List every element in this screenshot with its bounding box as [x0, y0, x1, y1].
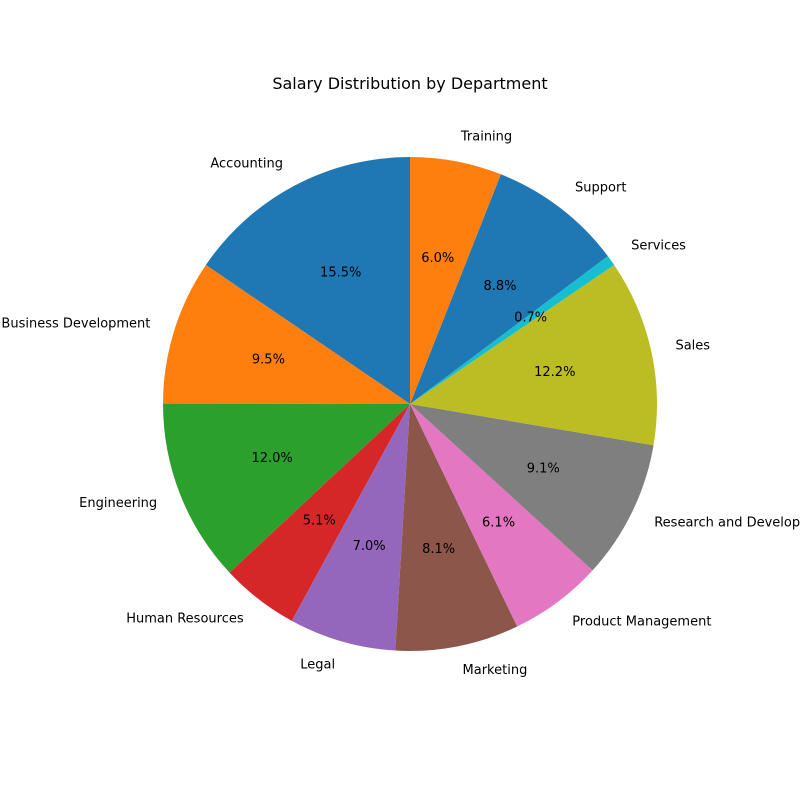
pct-label-marketing: 8.1%: [422, 542, 455, 557]
pct-label-legal: 7.0%: [353, 539, 386, 554]
pie-slice-support: [410, 174, 608, 404]
pie-slices: [163, 157, 658, 651]
pie-slice-legal: [291, 404, 410, 651]
pie-slice-services: [410, 256, 615, 404]
pie-slice-training: [410, 157, 501, 404]
slice-label-research-and-development: Research and Development: [654, 516, 800, 531]
slice-label-services: Services: [631, 239, 686, 254]
pie-labels: Accounting 15.5% Business Development 9.5% E…: [1, 130, 800, 678]
slice-label-engineering: Engineering: [79, 496, 157, 511]
slice-label-product-management: Product Management: [572, 614, 711, 629]
slice-label-sales: Sales: [675, 339, 710, 354]
pct-label-services: 0.7%: [514, 310, 547, 325]
slice-label-human-resources: Human Resources: [126, 611, 244, 626]
pct-label-product-management: 6.1%: [482, 515, 515, 530]
pct-label-engineering: 12.0%: [251, 451, 292, 466]
slice-label-support: Support: [575, 181, 626, 196]
pct-label-support: 8.8%: [484, 279, 517, 294]
pct-label-accounting: 15.5%: [320, 265, 361, 280]
pct-label-business-development: 9.5%: [252, 353, 285, 368]
pie-slice-accounting: [205, 157, 410, 404]
pct-label-sales: 12.2%: [534, 365, 575, 380]
pie-slice-product-management: [410, 404, 593, 627]
slice-label-legal: Legal: [300, 658, 335, 673]
pie-slice-research-and-development: [410, 404, 654, 571]
slice-label-accounting: Accounting: [210, 156, 283, 171]
chart-title: Salary Distribution by Department: [272, 74, 547, 93]
slice-label-business-development: Business Development: [1, 316, 150, 331]
pie-slice-business-development: [163, 264, 410, 404]
pie-slice-human-resources: [229, 404, 410, 621]
pie-slice-sales: [410, 264, 658, 446]
slice-label-marketing: Marketing: [463, 663, 528, 678]
pct-label-human-resources: 5.1%: [303, 514, 336, 529]
pct-label-training: 6.0%: [421, 251, 454, 266]
pie-slice-engineering: [163, 403, 410, 573]
pct-label-research-and-development: 9.1%: [527, 461, 560, 476]
pie-slice-marketing: [395, 404, 518, 651]
slice-label-training: Training: [460, 130, 512, 145]
